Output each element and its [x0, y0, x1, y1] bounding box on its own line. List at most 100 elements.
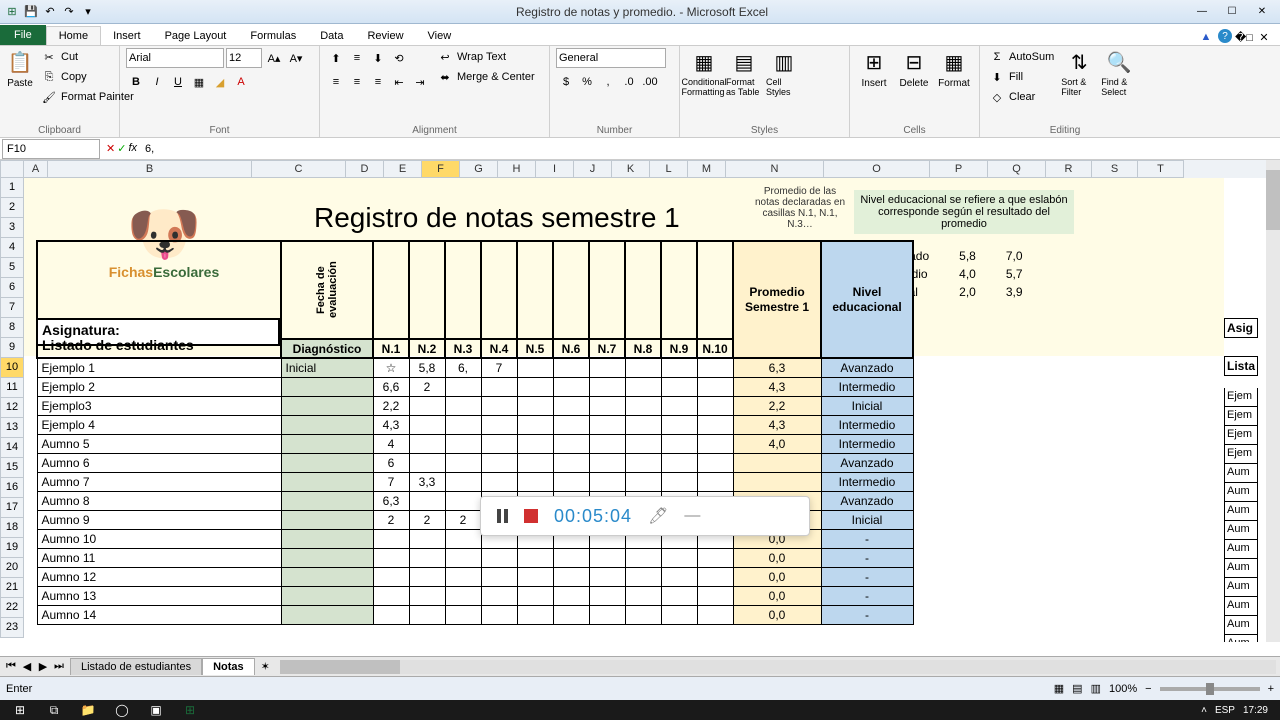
column-header-I[interactable]: I [536, 160, 574, 178]
row-header-11[interactable]: 11 [0, 378, 24, 398]
italic-button[interactable]: I [147, 72, 167, 92]
sheet-tab-notas[interactable]: Notas [202, 658, 255, 675]
excel-taskbar-icon[interactable]: ⊞ [174, 701, 206, 719]
column-header-B[interactable]: B [48, 160, 252, 178]
format-as-table-button[interactable]: ▤Format as Table [726, 48, 762, 98]
view-layout-icon[interactable]: ▤ [1072, 682, 1082, 695]
row-header-18[interactable]: 18 [0, 518, 24, 538]
column-header-N[interactable]: N [726, 160, 824, 178]
fill-button[interactable]: ⬇Fill [986, 68, 1057, 86]
zoom-out-icon[interactable]: − [1145, 683, 1151, 695]
zoom-level[interactable]: 100% [1109, 683, 1137, 695]
paste-button[interactable]: 📋 Paste [6, 48, 34, 89]
row-header-12[interactable]: 12 [0, 398, 24, 418]
row-header-15[interactable]: 15 [0, 458, 24, 478]
student-row[interactable]: Aumno 110,0- [37, 548, 913, 567]
comma-icon[interactable]: , [598, 72, 618, 92]
number-format-select[interactable] [556, 48, 666, 68]
student-row[interactable]: Ejemplo 26,624,3Intermedio [37, 377, 913, 396]
row-header-22[interactable]: 22 [0, 598, 24, 618]
clock[interactable]: 17:29 [1243, 705, 1268, 716]
column-header-D[interactable]: D [346, 160, 384, 178]
row-header-17[interactable]: 17 [0, 498, 24, 518]
tab-page-layout[interactable]: Page Layout [153, 27, 239, 45]
start-button[interactable]: ⊞ [4, 701, 36, 719]
new-sheet-icon[interactable]: ✶ [255, 660, 276, 673]
vertical-scrollbar[interactable] [1266, 160, 1280, 642]
row-header-5[interactable]: 5 [0, 258, 24, 278]
column-header-O[interactable]: O [824, 160, 930, 178]
tab-insert[interactable]: Insert [101, 27, 153, 45]
row-header-10[interactable]: 10 [0, 358, 24, 378]
minimize-ribbon-icon[interactable]: ▲ [1198, 29, 1214, 45]
column-header-S[interactable]: S [1092, 160, 1138, 178]
bold-button[interactable]: B [126, 72, 146, 92]
row-header-19[interactable]: 19 [0, 538, 24, 558]
tab-review[interactable]: Review [355, 27, 415, 45]
column-header-K[interactable]: K [612, 160, 650, 178]
task-view-icon[interactable]: ⧉ [38, 701, 70, 719]
file-explorer-icon[interactable]: 📁 [72, 701, 104, 719]
column-header-T[interactable]: T [1138, 160, 1184, 178]
insert-cells-button[interactable]: ⊞Insert [856, 48, 892, 89]
cell-styles-button[interactable]: ▥Cell Styles [766, 48, 802, 98]
column-header-L[interactable]: L [650, 160, 688, 178]
row-header-23[interactable]: 23 [0, 618, 24, 638]
increase-indent-icon[interactable]: ⇥ [410, 72, 430, 92]
orientation-icon[interactable]: ⟲ [389, 48, 409, 68]
row-header-9[interactable]: 9 [0, 338, 24, 358]
save-icon[interactable]: 💾 [23, 4, 39, 20]
autosum-button[interactable]: ΣAutoSum [986, 48, 1057, 66]
underline-button[interactable]: U [168, 72, 188, 92]
recorder-minimize-icon[interactable]: — [684, 507, 700, 525]
increase-decimal-icon[interactable]: .0 [619, 72, 639, 92]
tab-data[interactable]: Data [308, 27, 355, 45]
pause-recording-button[interactable] [497, 509, 508, 523]
column-header-P[interactable]: P [930, 160, 988, 178]
row-header-21[interactable]: 21 [0, 578, 24, 598]
row-header-1[interactable]: 1 [0, 178, 24, 198]
column-header-F[interactable]: F [422, 160, 460, 178]
maximize-button[interactable]: ☐ [1218, 3, 1246, 21]
name-box[interactable]: F10 [2, 139, 100, 159]
align-top-icon[interactable]: ⬆ [326, 48, 346, 68]
decrease-indent-icon[interactable]: ⇤ [389, 72, 409, 92]
wrap-text-button[interactable]: ↩Wrap Text [434, 48, 538, 66]
cancel-formula-icon[interactable]: ✕ [106, 142, 115, 155]
window-restore-icon[interactable]: �□ [1236, 29, 1252, 45]
row-header-8[interactable]: 8 [0, 318, 24, 338]
row-header-20[interactable]: 20 [0, 558, 24, 578]
format-cells-button[interactable]: ▦Format [936, 48, 972, 89]
delete-cells-button[interactable]: ⊟Delete [896, 48, 932, 89]
qat-dropdown-icon[interactable]: ▾ [80, 4, 96, 20]
fx-icon[interactable]: fx [128, 142, 137, 155]
zoom-in-icon[interactable]: + [1268, 683, 1274, 695]
enter-formula-icon[interactable]: ✓ [117, 142, 126, 155]
redo-icon[interactable]: ↷ [61, 4, 77, 20]
student-row[interactable]: Aumno 773,3Intermedio [37, 472, 913, 491]
sheet-tab-listado[interactable]: Listado de estudiantes [70, 658, 202, 675]
student-row[interactable]: Aumno 120,0- [37, 567, 913, 586]
merge-center-button[interactable]: ⬌Merge & Center [434, 68, 538, 86]
align-right-icon[interactable]: ≡ [368, 72, 388, 92]
grades-table[interactable]: Listado de estudiantes Fecha de evaluaci… [36, 240, 914, 625]
language-indicator[interactable]: ESP [1215, 705, 1235, 716]
tab-home[interactable]: Home [46, 26, 101, 45]
column-header-C[interactable]: C [252, 160, 346, 178]
select-all-corner[interactable] [0, 160, 24, 178]
column-header-Q[interactable]: Q [988, 160, 1046, 178]
row-header-7[interactable]: 7 [0, 298, 24, 318]
student-row[interactable]: Aumno 544,0Intermedio [37, 434, 913, 453]
student-row[interactable]: Ejemplo 44,34,3Intermedio [37, 415, 913, 434]
tab-file[interactable]: File [0, 25, 46, 45]
percent-icon[interactable]: % [577, 72, 597, 92]
cell-grid[interactable]: Registro de notas semestre 1 🐶 FichasEsc… [24, 178, 1266, 642]
student-row[interactable]: Ejemplo 1Inicial☆5,86,76,3Avanzado [37, 358, 913, 377]
app-icon[interactable]: ▣ [140, 701, 172, 719]
tab-navigation[interactable]: ⏮◀▶⏭ [0, 660, 70, 673]
column-header-H[interactable]: H [498, 160, 536, 178]
tab-formulas[interactable]: Formulas [238, 27, 308, 45]
tray-up-icon[interactable]: ˄ [1201, 705, 1207, 716]
clear-button[interactable]: ◇Clear [986, 88, 1057, 106]
undo-icon[interactable]: ↶ [42, 4, 58, 20]
